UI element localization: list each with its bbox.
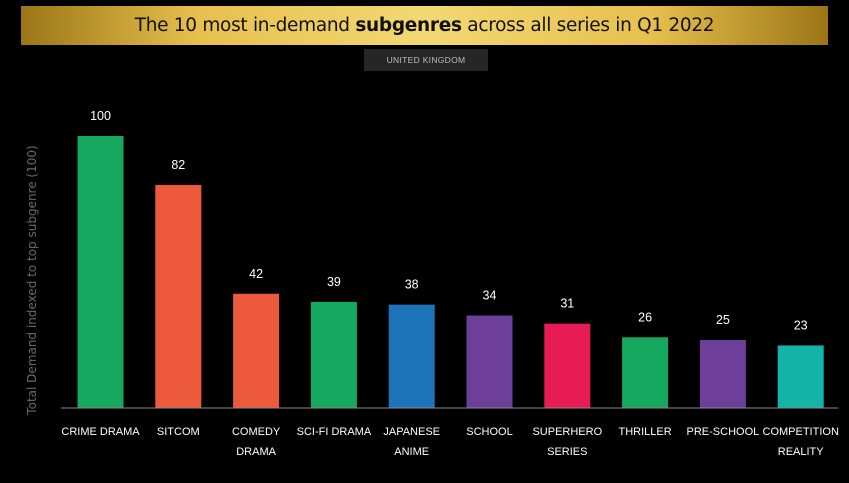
category-label-9: PRE-SCHOOL [687, 426, 760, 438]
data-label-5: 38 [405, 278, 419, 292]
category-label-10-line-1: COMPETITION [763, 426, 839, 438]
category-label-1: CRIME DRAMA [61, 426, 140, 438]
category-label-10-line-2: REALITY [778, 446, 825, 458]
data-label-3: 42 [249, 267, 263, 281]
bar-3 [233, 293, 280, 408]
category-label-5-line-2: ANIME [394, 446, 429, 458]
bar-5 [388, 304, 435, 408]
data-label-4: 39 [327, 275, 341, 289]
category-label-3-line-1: COMEDY [232, 426, 281, 438]
category-label-2: SITCOM [157, 426, 200, 438]
bar-7 [544, 323, 591, 408]
category-label-8: THRILLER [619, 426, 672, 438]
region-badge: UNITED KINGDOM [364, 49, 488, 71]
labels-group: 100 CRIME DRAMA 82 SITCOM 42 COMEDY DRAMA 39 SCI… [61, 109, 839, 458]
bar-9 [699, 340, 746, 408]
data-label-9: 25 [716, 313, 730, 327]
data-label-1: 100 [90, 109, 111, 123]
bar-1 [77, 136, 124, 408]
bar-6 [466, 315, 513, 408]
title-banner: The 10 most in-demand subgenres across a… [21, 6, 828, 45]
bar-4 [310, 301, 357, 408]
category-label-3-line-2: DRAMA [236, 446, 276, 458]
data-label-8: 26 [638, 310, 652, 324]
data-label-7: 31 [560, 297, 574, 311]
data-label-6: 34 [483, 289, 497, 303]
bar-8 [622, 337, 669, 408]
bar-2 [155, 184, 202, 408]
bars-group [77, 136, 824, 408]
data-label-10: 23 [794, 318, 808, 332]
category-label-5-line-1: JAPANESE [383, 426, 440, 438]
category-label-4: SCI-FI DRAMA [297, 426, 372, 438]
y-axis-label: Total Demand indexed to top subgenre (10… [25, 145, 39, 415]
data-label-2: 82 [171, 158, 185, 172]
category-label-7-line-1: SUPERHERO [532, 426, 602, 438]
category-label-7-line-2: SERIES [547, 446, 587, 458]
chart-title: The 10 most in-demand subgenres across a… [134, 15, 715, 36]
category-label-6: SCHOOL [466, 426, 512, 438]
bar-10 [777, 345, 824, 408]
